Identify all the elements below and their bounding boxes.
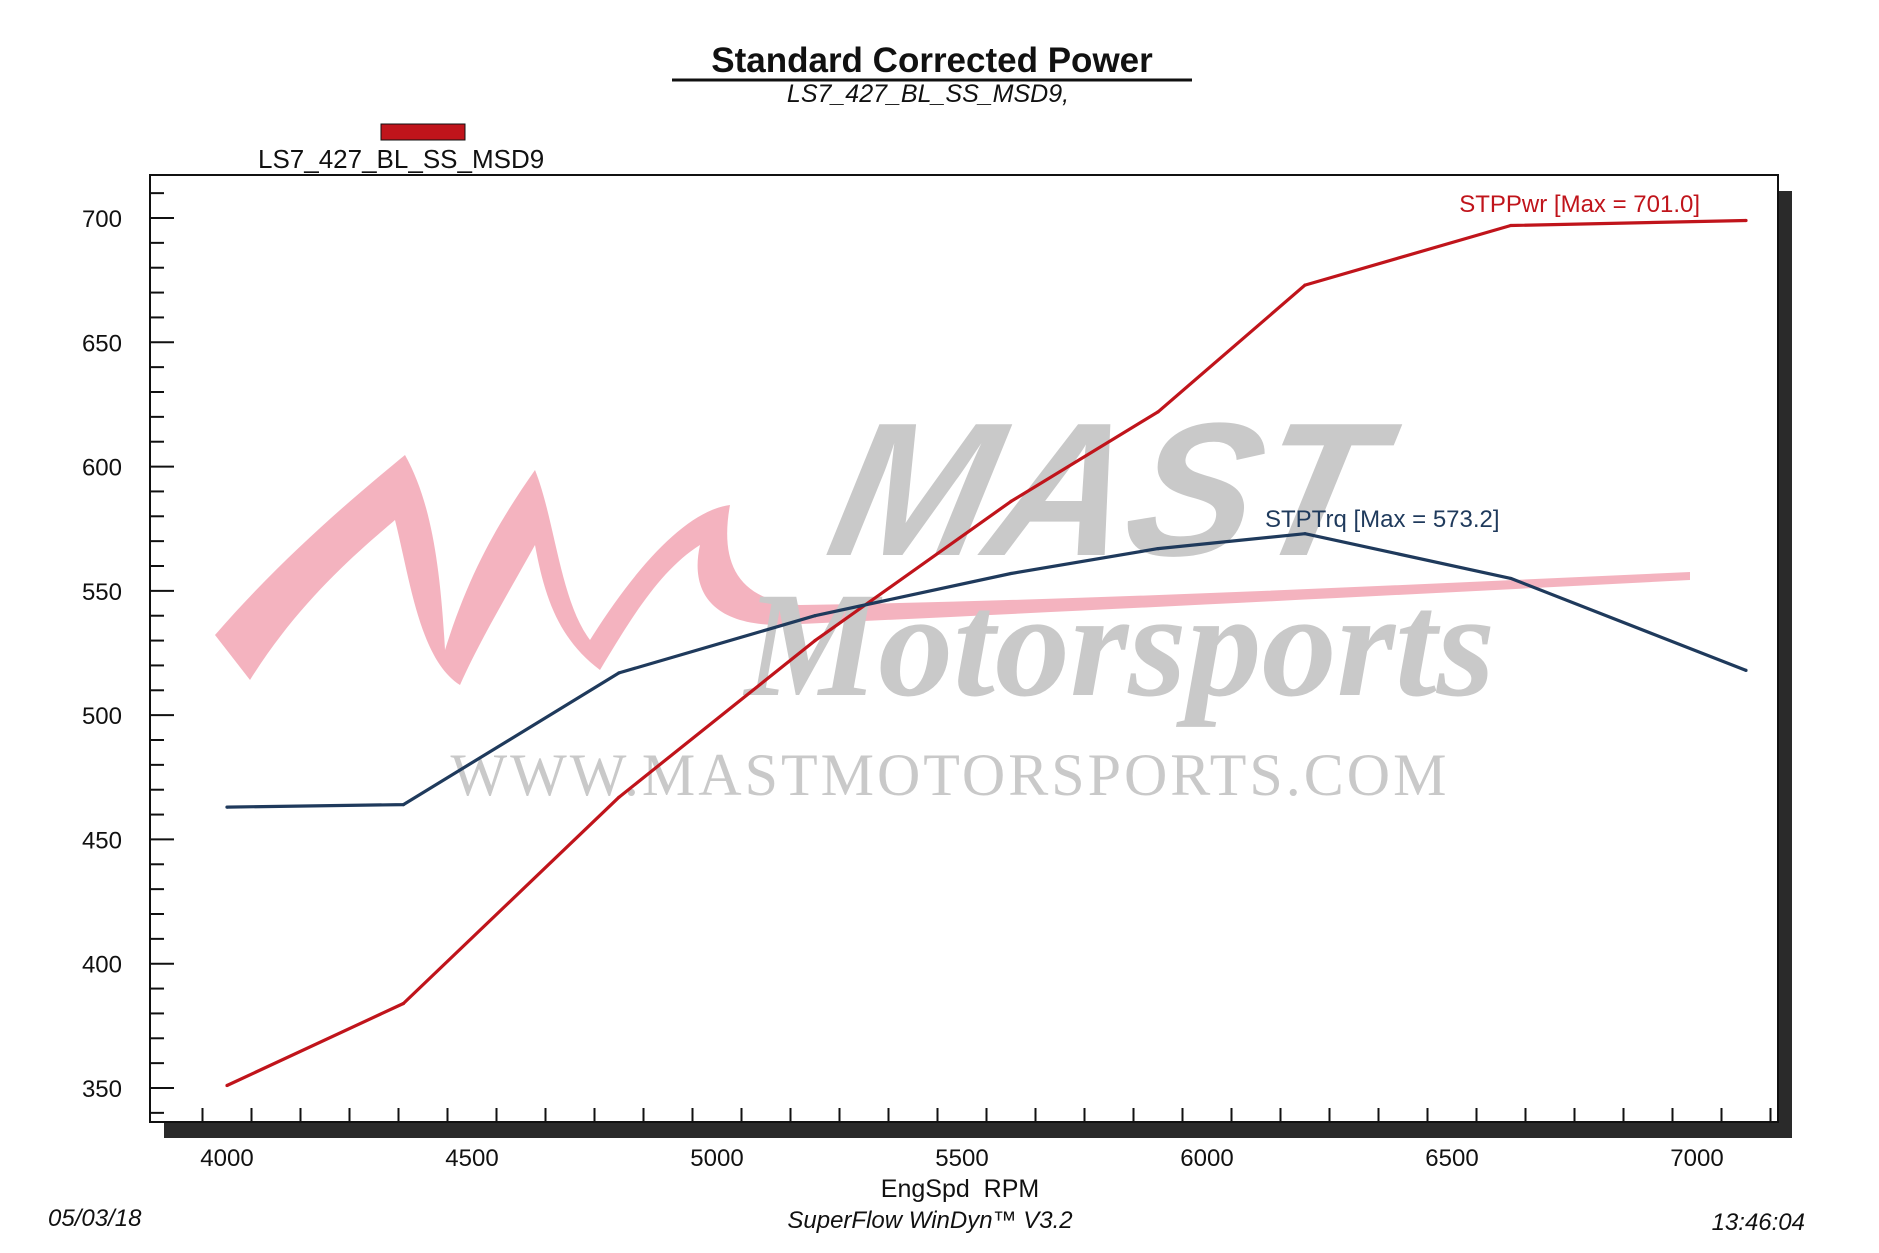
data-point-stppwr	[1744, 218, 1748, 223]
data-point-stppwr	[1009, 499, 1013, 503]
data-point-stptrq	[1156, 547, 1160, 551]
legend-label: LS7_427_BL_SS_MSD9	[258, 144, 544, 174]
data-point-stptrq	[225, 805, 229, 809]
x-tick-label: 5000	[690, 1145, 743, 1172]
x-axis-label: EngSpd RPM	[881, 1175, 1039, 1203]
data-point-stppwr	[225, 1083, 229, 1088]
x-axis: 4000 4500 5000 5500 6000 6500 7000	[200, 1108, 1772, 1172]
data-point-stptrq	[813, 614, 817, 618]
y-tick-label: 600	[82, 455, 122, 482]
watermark-script: Motorsports	[743, 562, 1495, 728]
y-tick-label: 650	[82, 330, 122, 357]
data-point-stptrq	[401, 803, 405, 807]
data-point-stptrq	[1744, 668, 1748, 673]
chart-subtitle: LS7_427_BL_SS_MSD9,	[787, 80, 1069, 108]
data-point-stptrq	[1509, 576, 1513, 581]
footer-time: 13:46:04	[1712, 1209, 1805, 1236]
plot-frame	[149, 174, 1779, 1123]
data-point-stppwr	[1156, 410, 1160, 414]
footer-date: 05/03/18	[48, 1205, 142, 1232]
watermark-swoosh	[215, 455, 1690, 685]
series-label-stptrq: STPTrq [Max = 573.2]	[1265, 506, 1500, 533]
data-point-stppwr	[813, 638, 817, 643]
x-tick-label: 7000	[1670, 1145, 1723, 1172]
legend-swatch	[380, 123, 466, 141]
watermark-brand: MAST	[814, 383, 1411, 596]
x-tick-label: 5500	[935, 1145, 988, 1172]
series-label-stppwr: STPPwr [Max = 701.0]	[1459, 191, 1700, 218]
x-tick-label: 6500	[1425, 1145, 1478, 1172]
data-point-stppwr	[617, 795, 621, 799]
y-tick-label: 400	[82, 952, 122, 979]
y-tick-label: 500	[82, 703, 122, 730]
y-tick-label: 700	[82, 206, 122, 233]
x-tick-label: 4500	[445, 1145, 498, 1172]
watermark-logo: MAST Motorsports WWW.MASTMOTORSPORTS.COM	[215, 383, 1690, 808]
data-point-stptrq	[1009, 571, 1013, 576]
data-point-stppwr	[1303, 283, 1307, 287]
y-tick-label: 450	[82, 827, 122, 854]
data-point-stptrq	[617, 671, 621, 675]
data-point-stppwr	[1509, 223, 1513, 228]
x-tick-label: 6000	[1180, 1145, 1233, 1172]
data-point-stppwr	[401, 1001, 405, 1006]
series-layer: STPPwr [Max = 701.0] STPTrq [Max = 573.2]	[225, 191, 1748, 1088]
footer-software: SuperFlow WinDyn™ V3.2	[787, 1207, 1072, 1234]
chart-title: Standard Corrected Power	[711, 41, 1153, 80]
y-tick-label: 350	[82, 1076, 122, 1103]
x-tick-label: 4000	[200, 1145, 253, 1172]
y-axis: 350 400 450 500 550 600 650 700	[82, 192, 174, 1114]
watermark-url: WWW.MASTMOTORSPORTS.COM	[451, 742, 1450, 808]
y-tick-label: 550	[82, 579, 122, 606]
data-point-stptrq	[1303, 532, 1307, 536]
